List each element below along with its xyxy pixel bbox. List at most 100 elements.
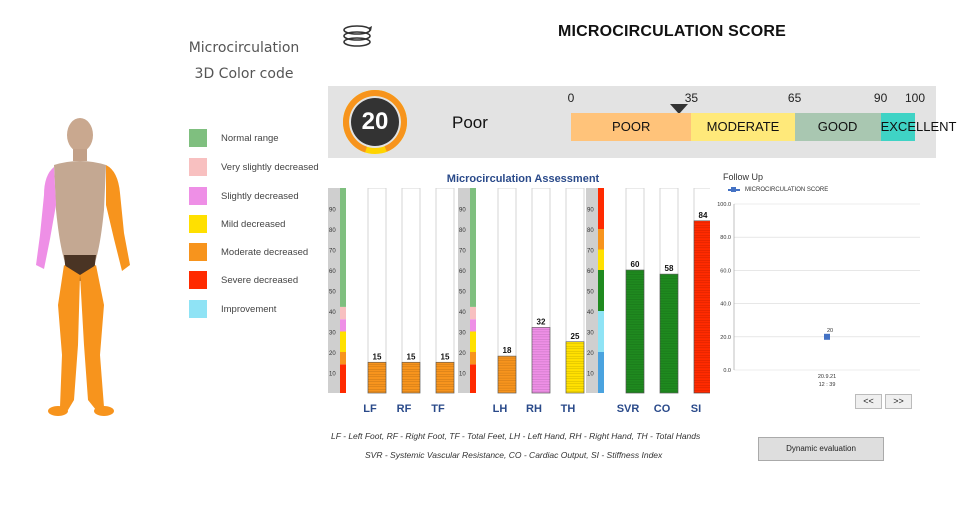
scale-tick: 90 <box>873 91 888 105</box>
bar <box>693 220 710 394</box>
axis-color-scale <box>340 306 346 320</box>
figure-torso <box>54 161 106 265</box>
data-point <box>824 333 830 340</box>
bar <box>435 361 455 394</box>
page-title: MICROCIRCULATION SCORE <box>557 23 787 40</box>
scale-tick: 35 <box>684 91 699 105</box>
next-button[interactable]: >> <box>885 394 912 409</box>
legend-item: Moderate decreased <box>189 242 308 262</box>
legend-label: Severe decreased <box>221 274 299 286</box>
legend-swatch <box>189 129 207 147</box>
series-marker-icon <box>728 187 740 192</box>
axis-tick-label: 40 <box>329 310 336 316</box>
axis-color-scale <box>340 319 346 332</box>
legend-label: Normal range <box>221 132 279 144</box>
axis-tick-label: 60 <box>329 269 336 275</box>
axis-color-scale <box>598 249 604 270</box>
axis-tick-label: 20 <box>329 351 336 357</box>
bar-value-label: 15 <box>373 352 382 361</box>
score-marker <box>669 104 688 114</box>
axis-tick-label: 20 <box>459 351 466 357</box>
scale-segment: MODERATE <box>691 113 795 141</box>
bar-category-label: TH <box>561 403 576 415</box>
axis-color-scale <box>598 311 604 352</box>
figure-right-foot <box>48 406 68 416</box>
previous-button[interactable]: << <box>855 394 882 409</box>
bar-category-label: RH <box>526 403 542 415</box>
refresh-icon[interactable] <box>340 24 374 48</box>
axis-tick-label: 10 <box>459 372 466 378</box>
abbreviations-note-2: SVR - Systemic Vascular Resistance, CO -… <box>365 450 663 460</box>
y-tick-label: 100.0 <box>717 202 731 208</box>
figure-left-leg <box>80 265 104 410</box>
bar-value-label: 25 <box>571 332 580 341</box>
x-tick-date: 20.9.21 <box>818 374 836 380</box>
body-figure-3d <box>36 118 130 416</box>
legend-item: Mild decreased <box>189 214 285 234</box>
axis-tick-label: 80 <box>587 228 594 234</box>
bar-value-label: 18 <box>503 346 512 355</box>
score-value: 20 <box>361 108 389 135</box>
legend-item: Severe decreased <box>189 270 298 290</box>
legend-swatch <box>189 271 207 289</box>
bar-category-label: CO <box>654 403 671 415</box>
scale-segment: EXCELLENT <box>880 113 956 141</box>
bar-category-label: RF <box>397 403 412 415</box>
axis-tick-label: 30 <box>459 331 466 337</box>
legend-swatch <box>189 187 207 205</box>
axis-color-scale <box>340 331 346 352</box>
assessment-title: Microcirculation Assessment <box>446 173 600 185</box>
scale-tick: 65 <box>787 91 802 105</box>
bar-category-label: TF <box>431 403 445 415</box>
axis-tick-label: 80 <box>329 228 336 234</box>
bar-value-label: 15 <box>441 352 450 361</box>
axis-tick-label: 90 <box>587 208 594 214</box>
axis-color-scale <box>340 188 346 307</box>
axis-color-scale <box>340 364 346 393</box>
legend-item: Improvement <box>189 299 276 319</box>
axis-tick-label: 90 <box>329 208 336 214</box>
bar <box>401 361 421 394</box>
y-tick-label: 20.0 <box>720 335 731 341</box>
figure-neck <box>73 149 87 161</box>
bar <box>497 355 517 394</box>
bar-value-label: 58 <box>665 264 674 273</box>
legend-item: Slightly decreased <box>189 186 299 206</box>
assessment-group: 10 20 30 40 50 60 70 80 90 60 SVR 58 CO 84 SI <box>586 188 710 415</box>
score-gauge <box>343 90 407 154</box>
bar <box>565 341 585 394</box>
legend-label: Improvement <box>221 303 277 315</box>
axis-tick-label: 10 <box>587 372 594 378</box>
axis-tick-label: 60 <box>459 269 466 275</box>
figure-right-leg <box>58 265 80 410</box>
bar-value-label: 84 <box>699 211 708 220</box>
figure-left-arm <box>106 165 130 271</box>
dynamic-evaluation-button[interactable]: Dynamic evaluation <box>758 437 884 461</box>
y-tick-label: 80.0 <box>720 235 731 241</box>
legend-item: Normal range <box>189 128 279 148</box>
figure-right-arm <box>36 167 56 269</box>
bar <box>367 361 387 394</box>
axis-color-scale <box>470 188 476 307</box>
legend-swatch <box>189 215 207 233</box>
axis-tick-label: 10 <box>329 372 336 378</box>
legend-swatch <box>189 243 207 261</box>
x-tick-time: 12 : 39 <box>819 382 836 388</box>
legend-item: Very slightly decreased <box>189 157 319 177</box>
assessment-chart: 10 20 30 40 50 60 70 80 90 15 LF 15 RF 15 TF 10 20 30 40 50… <box>328 188 710 415</box>
follow-up-title: Follow Up <box>723 172 764 182</box>
axis-color-scale <box>470 319 476 332</box>
axis-tick-label: 70 <box>329 249 336 255</box>
axis-color-scale <box>470 364 476 393</box>
scale-tick: 0 <box>567 91 575 105</box>
bar-category-label: LF <box>363 403 377 415</box>
legend-swatch <box>189 300 207 318</box>
axis-color-scale <box>470 306 476 320</box>
axis-tick-label: 80 <box>459 228 466 234</box>
y-tick-label: 60.0 <box>720 268 731 274</box>
axis-tick-label: 30 <box>587 331 594 337</box>
axis-color-scale <box>598 188 604 229</box>
color-code-subtitle: 3D Color code <box>194 66 294 82</box>
bar-category-label: LH <box>493 403 508 415</box>
axis-track <box>586 188 598 393</box>
